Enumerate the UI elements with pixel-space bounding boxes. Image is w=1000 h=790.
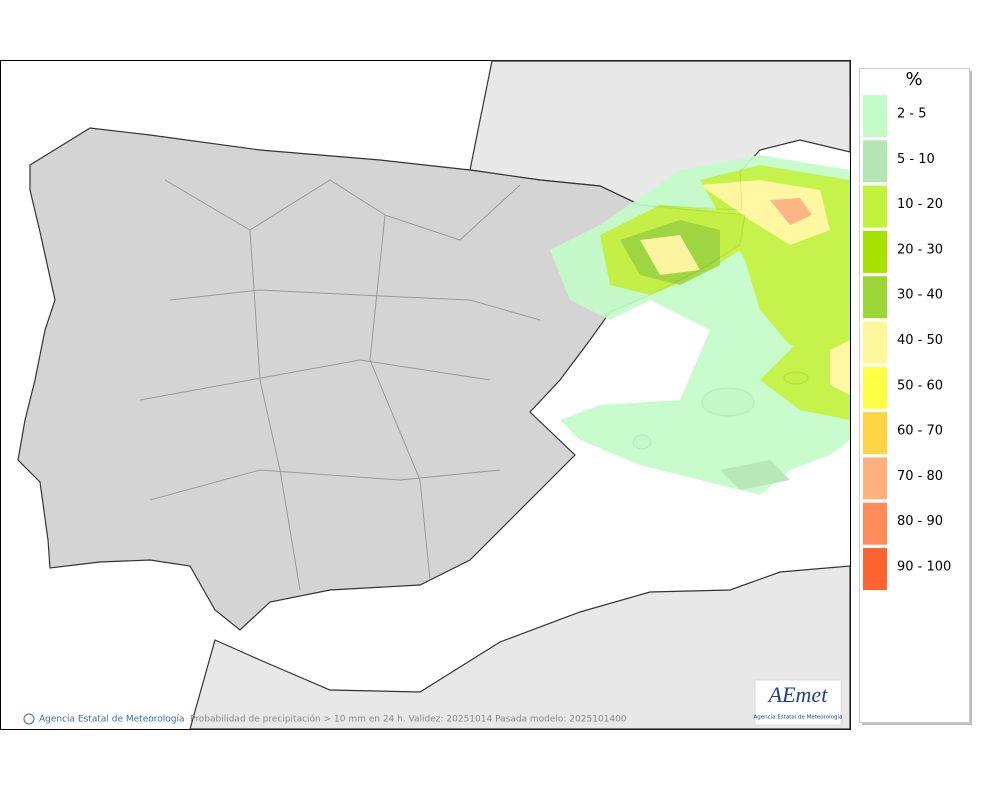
legend-label: 20 - 30 (897, 242, 943, 257)
prob-area (640, 235, 700, 275)
legend-swatch (863, 321, 887, 364)
border (139, 359, 491, 401)
precipitation (550, 155, 850, 495)
credit-text: Agencia Estatal de Meteorología (39, 715, 185, 725)
legend: % 2 - 5 5 - 10 10 - 20 20 - 30 30 - 40 40 - 5… (859, 68, 972, 725)
logo-subtitle: Agencia Estatal de Meteorología (754, 714, 843, 721)
legend-label: 50 - 60 (897, 378, 943, 393)
prob-area (720, 460, 790, 490)
legend-label: 60 - 70 (897, 424, 943, 439)
legend-swatch (863, 457, 887, 500)
province-borders (139, 179, 541, 591)
legend-label: 90 - 100 (897, 560, 951, 575)
prob-area (700, 180, 830, 245)
legend-swatch (863, 548, 887, 590)
legend-swatch (863, 140, 887, 183)
caption: Probabilidad de precipitación > 10 mm en… (190, 714, 627, 725)
legend-swatch (863, 230, 887, 273)
logo-box (754, 679, 842, 726)
border (169, 289, 541, 321)
legend-title: % (905, 69, 922, 90)
legend-label: 2 - 5 (897, 107, 927, 122)
border (149, 469, 501, 501)
copyright-icon (23, 713, 35, 725)
legend-label: 80 - 90 (897, 514, 943, 529)
prob-area (760, 330, 850, 420)
legend-swatch (863, 502, 887, 545)
border (369, 214, 431, 581)
legend-label: 10 - 20 (897, 197, 943, 212)
legend-swatch (863, 366, 887, 409)
legend-label: 70 - 80 (897, 469, 943, 484)
logo: AEmet Agencia Estatal de Meteorología (754, 679, 843, 726)
legend-label: 5 - 10 (897, 152, 935, 167)
prob-area (770, 198, 812, 225)
legend-swatch (863, 412, 887, 455)
legend-label: 30 - 40 (897, 288, 943, 303)
logo-name: AEmet (767, 682, 829, 707)
legend-swatch (863, 276, 887, 319)
africa (189, 565, 851, 730)
legend-label: 40 - 50 (897, 333, 943, 348)
legend-swatch (863, 95, 887, 137)
border (249, 229, 301, 591)
border (164, 179, 521, 241)
legend-swatch (863, 185, 887, 228)
prob-area (830, 340, 850, 395)
credit: Agencia Estatal de Meteorología (23, 713, 185, 725)
